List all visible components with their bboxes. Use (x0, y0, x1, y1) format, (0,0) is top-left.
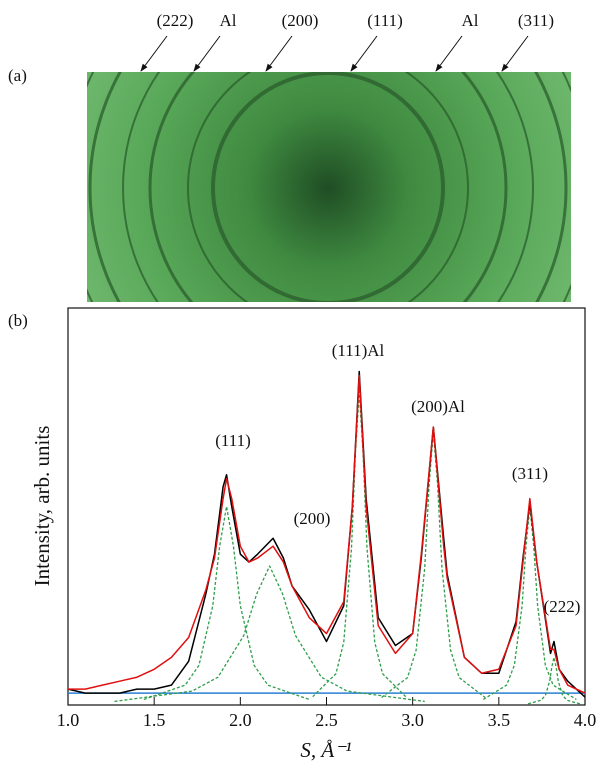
ring-label: (222) (157, 11, 194, 30)
arrow (193, 35, 221, 72)
series-line (143, 505, 310, 701)
y-axis-label: Intensity, arb. units (30, 426, 54, 587)
x-axis-label: S, Å⁻¹ (300, 738, 351, 762)
ring-label: (111) (367, 11, 403, 30)
peak-label: (200) (294, 509, 331, 528)
series-line (68, 374, 586, 694)
series-line (527, 656, 581, 705)
ring-label: (200) (282, 11, 319, 30)
x-tick-label: 1.0 (57, 710, 80, 730)
series-line (312, 390, 407, 698)
x-tick-label: 2.0 (229, 710, 252, 730)
ring-label: Al (462, 11, 479, 30)
series-line (114, 565, 425, 703)
ring-label: (311) (518, 11, 554, 30)
x-tick-label: 1.5 (143, 710, 166, 730)
panel-label: (b) (8, 311, 28, 330)
plot: 1.0 1.5 2.0 2.5 3.0 3.5 4.0 (111) (200) (111)Al (2… (57, 341, 597, 730)
ring-labels: (222) Al (200) (111) Al (311) (140, 11, 554, 72)
arrow (435, 35, 463, 72)
peak-label: (200)Al (411, 397, 465, 416)
peak-label: (111) (215, 431, 251, 450)
peak-label: (222) (544, 597, 581, 616)
x-tick-label: 4.0 (574, 710, 597, 730)
arrow (265, 35, 293, 72)
arrow (501, 35, 529, 72)
peak-label: (111)Al (332, 341, 385, 360)
x-tick-label: 2.5 (315, 710, 338, 730)
x-tick-label: 3.5 (488, 710, 511, 730)
arrow (350, 35, 378, 72)
series-line (482, 505, 577, 700)
peak-label: (311) (512, 464, 548, 483)
diffraction-image (87, 72, 571, 302)
series-line (381, 430, 486, 698)
ring-label: Al (220, 11, 237, 30)
panel-label: (a) (8, 66, 27, 85)
x-tick-label: 3.0 (401, 710, 424, 730)
arrow (140, 35, 168, 72)
